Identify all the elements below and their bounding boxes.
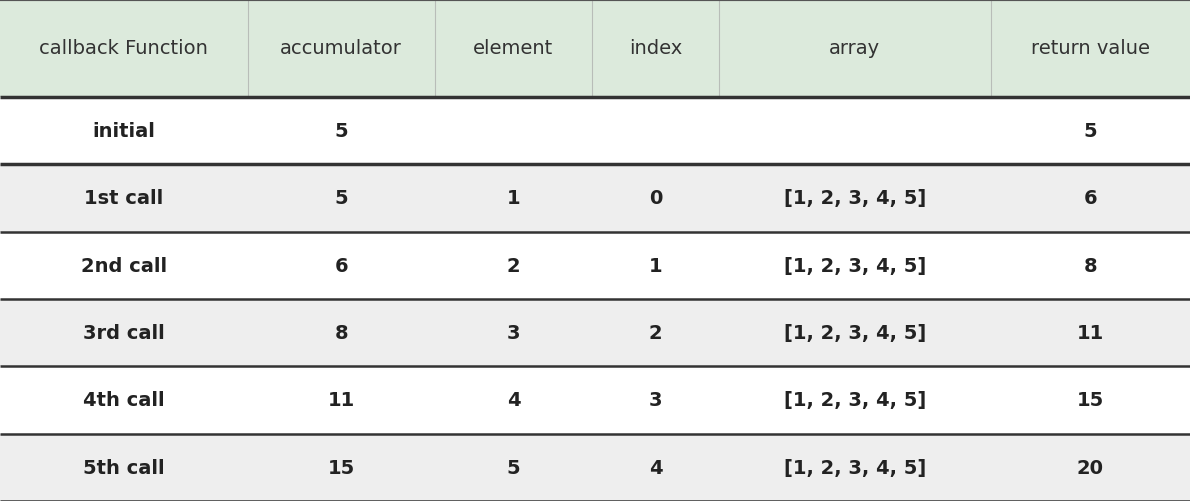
Bar — [0, 367, 1190, 434]
Text: 11: 11 — [1077, 324, 1104, 343]
Bar — [0, 299, 1190, 367]
Text: 8: 8 — [1084, 256, 1097, 275]
Text: 5: 5 — [1084, 122, 1097, 141]
Text: 1st call: 1st call — [84, 189, 163, 208]
Text: 8: 8 — [334, 324, 349, 343]
Bar — [0, 165, 1190, 232]
Text: accumulator: accumulator — [281, 40, 402, 58]
Text: return value: return value — [1031, 40, 1150, 58]
Text: 4: 4 — [507, 391, 520, 410]
Text: [1, 2, 3, 4, 5]: [1, 2, 3, 4, 5] — [784, 324, 926, 343]
Text: 3rd call: 3rd call — [83, 324, 164, 343]
Text: 5th call: 5th call — [83, 458, 164, 477]
Text: 1: 1 — [507, 189, 520, 208]
Text: [1, 2, 3, 4, 5]: [1, 2, 3, 4, 5] — [784, 256, 926, 275]
Text: 6: 6 — [1084, 189, 1097, 208]
Bar — [0, 232, 1190, 300]
Text: 3: 3 — [649, 391, 662, 410]
Text: 15: 15 — [327, 458, 355, 477]
Text: 5: 5 — [334, 122, 349, 141]
Text: 5: 5 — [334, 189, 349, 208]
Text: 2nd call: 2nd call — [81, 256, 167, 275]
Text: [1, 2, 3, 4, 5]: [1, 2, 3, 4, 5] — [784, 391, 926, 410]
Text: 5: 5 — [507, 458, 520, 477]
Text: array: array — [829, 40, 881, 58]
Text: 15: 15 — [1077, 391, 1104, 410]
Text: 4: 4 — [649, 458, 662, 477]
Text: callback Function: callback Function — [39, 40, 208, 58]
Bar — [0, 0, 1190, 98]
Text: [1, 2, 3, 4, 5]: [1, 2, 3, 4, 5] — [784, 189, 926, 208]
Text: 6: 6 — [334, 256, 349, 275]
Text: 0: 0 — [649, 189, 662, 208]
Text: index: index — [628, 40, 682, 58]
Text: element: element — [474, 40, 553, 58]
Text: 11: 11 — [327, 391, 355, 410]
Text: 20: 20 — [1077, 458, 1104, 477]
Bar — [0, 434, 1190, 501]
Text: 2: 2 — [507, 256, 520, 275]
Text: 4th call: 4th call — [83, 391, 164, 410]
Text: initial: initial — [93, 122, 155, 141]
Text: 1: 1 — [649, 256, 662, 275]
Text: 3: 3 — [507, 324, 520, 343]
Text: [1, 2, 3, 4, 5]: [1, 2, 3, 4, 5] — [784, 458, 926, 477]
Bar — [0, 98, 1190, 165]
Text: 2: 2 — [649, 324, 662, 343]
